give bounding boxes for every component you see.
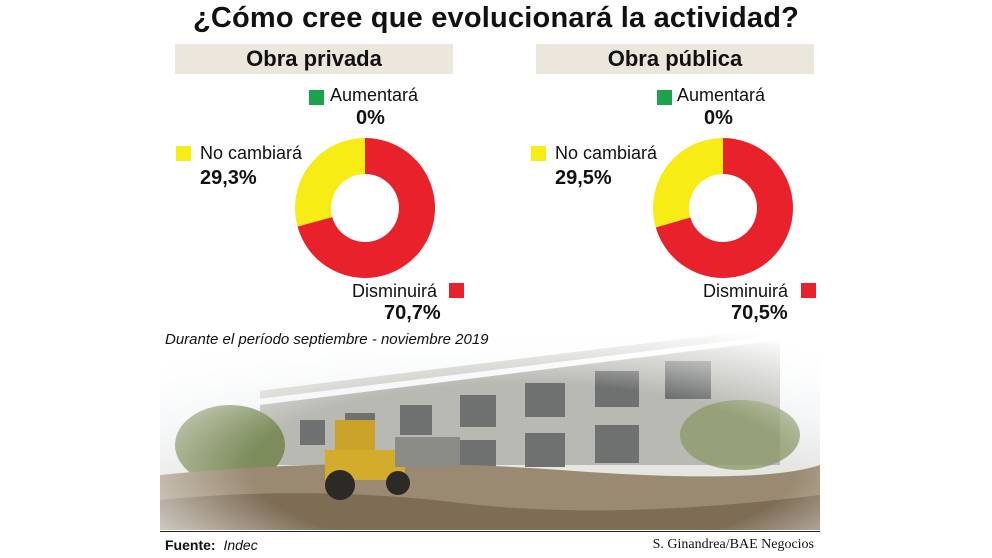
slice-disminuira-publica [655, 138, 793, 278]
swatch-aumentara-privada [309, 90, 324, 105]
source-value: Indec [223, 537, 258, 553]
panel-title-obra-publica: Obra pública [536, 44, 814, 74]
label-disminuira-publica: Disminuirá [703, 281, 789, 301]
value-aumentara-privada: 0% [356, 107, 385, 129]
swatch-disminuira-privada [449, 283, 464, 298]
value-aumentara-publica: 0% [704, 107, 733, 129]
value-no-cambiara-publica: 29,5% [555, 167, 612, 189]
source-line: Fuente: Indec [165, 537, 258, 553]
label-no-cambiara-publica: No cambiará [555, 143, 658, 163]
chart-subtitle: Durante el período septiembre - noviembr… [165, 331, 489, 348]
value-disminuira-privada: 70,7% [384, 302, 441, 324]
swatch-no-cambiara-privada [176, 146, 191, 161]
label-disminuira-privada: Disminuirá [352, 281, 438, 301]
construction-site-photo [160, 325, 820, 530]
panel-title-obra-privada: Obra privada [175, 44, 453, 74]
infographic-title: ¿Cómo cree que evolucionará la actividad… [192, 2, 800, 34]
label-no-cambiara-privada: No cambiará [200, 143, 303, 163]
slice-no-cambiara-publica [653, 138, 723, 228]
source-label: Fuente: [165, 537, 216, 553]
label-aumentara-publica: Aumentará [677, 85, 766, 105]
slice-no-cambiara-privada [295, 138, 365, 227]
label-aumentara-privada: Aumentará [330, 85, 419, 105]
value-no-cambiara-privada: 29,3% [200, 167, 257, 189]
credit-line: S. Ginandrea/BAE Negocios [652, 537, 814, 552]
slice-disminuira-privada [297, 138, 435, 278]
donut-chart-obra-publica [653, 138, 793, 278]
value-disminuira-publica: 70,5% [731, 302, 788, 324]
swatch-aumentara-publica [657, 90, 672, 105]
swatch-disminuira-publica [801, 283, 816, 298]
swatch-no-cambiara-publica [531, 146, 546, 161]
donut-chart-obra-privada [295, 138, 435, 278]
footer-divider [160, 531, 820, 532]
